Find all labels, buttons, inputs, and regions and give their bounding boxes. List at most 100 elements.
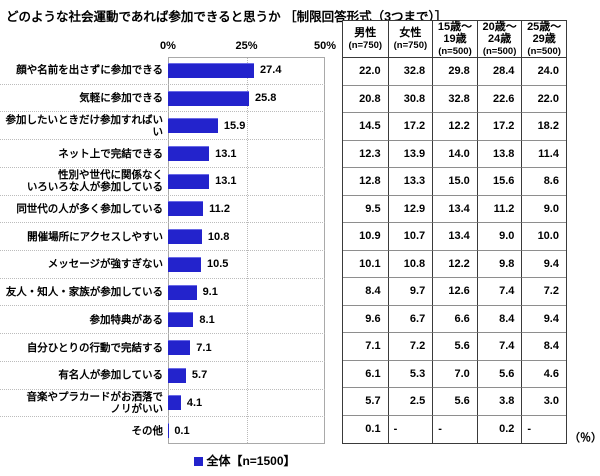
table-cell: 0.2 xyxy=(476,415,522,443)
page-title: どのような社会運動であれば参加できると思うか ［制限回答形式（3つまで）］ xyxy=(6,10,448,24)
bar-area: 5.7 xyxy=(168,362,325,389)
table-cell: 7.4 xyxy=(476,333,522,361)
table-cell: 7.1 xyxy=(343,333,388,361)
category-label: 友人・知人・家族が参加している xyxy=(5,286,163,299)
bar-value-label: 4.1 xyxy=(186,396,203,409)
bar-area: 10.5 xyxy=(168,251,325,278)
table-cell: 8.6 xyxy=(521,168,566,196)
chart-row: 顔や名前を出さずに参加できる 27.4 xyxy=(0,57,325,85)
chart-row: メッセージが強すぎない 10.5 xyxy=(0,251,325,279)
table-cell: 5.6 xyxy=(432,388,477,416)
column-header-label: 男性 xyxy=(354,27,377,39)
table-cell: 12.9 xyxy=(387,195,433,223)
table-cell: 9.6 xyxy=(343,306,388,333)
table-cell: 11.2 xyxy=(476,195,522,223)
column-header-label: 20歳～ 24歳 xyxy=(482,21,517,45)
bar xyxy=(168,340,191,356)
bar-value-label: 13.1 xyxy=(215,147,237,160)
bar-area: 9.1 xyxy=(168,279,325,306)
column-header-n: (n=750) xyxy=(393,40,428,51)
table-cell: 12.2 xyxy=(432,113,477,141)
table-cell: 7.0 xyxy=(432,360,477,388)
table-cell: 6.1 xyxy=(343,361,388,388)
bar-area: 25.8 xyxy=(168,85,325,112)
bar-area: 13.1 xyxy=(168,168,325,195)
bar-area: 7.1 xyxy=(168,334,325,361)
bar-area: 8.1 xyxy=(168,306,325,333)
table-cell: 17.2 xyxy=(387,113,433,141)
table-cell: - xyxy=(387,415,433,443)
bar xyxy=(168,312,194,328)
bar xyxy=(168,256,201,272)
table-cell: 6.6 xyxy=(432,305,477,333)
table-cell: 9.0 xyxy=(521,195,566,223)
x-axis-tick: 0% xyxy=(160,40,176,52)
table-cell: 10.8 xyxy=(387,250,433,278)
category-label: 音楽やプラカードがお洒落で ノリがいい xyxy=(26,390,164,415)
legend-swatch-icon xyxy=(194,457,204,466)
category-label: ネット上で完結できる xyxy=(58,147,163,160)
table-cell: 10.7 xyxy=(387,223,433,251)
chart-row: 同世代の人が多く参加している 11.2 xyxy=(0,196,325,224)
table-column-header: 男性 (n=750) xyxy=(343,21,388,58)
table-column-header: 15歳～ 19歳 (n=500) xyxy=(432,21,477,58)
legend-label: 全体【n=1500】 xyxy=(206,454,296,468)
chart-row: 参加したいときだけ参加すればいい 15.9 xyxy=(0,112,325,141)
table-cell: 12.2 xyxy=(432,250,477,278)
breakdown-table: 男性 (n=750) 女性 (n=750) 15歳～ 19歳 (n=500) 20歳～ 24… xyxy=(342,20,567,444)
table-column-header: 25歳～ 29歳 (n=500) xyxy=(521,21,566,58)
table-cell: 30.8 xyxy=(387,85,433,113)
bar-value-label: 10.8 xyxy=(207,230,230,243)
table-cell: 12.8 xyxy=(343,168,388,196)
table-cell: 24.0 xyxy=(521,58,566,86)
table-cell: 3.8 xyxy=(476,388,522,416)
table-cell: 10.1 xyxy=(343,251,388,278)
bar-area: 27.4 xyxy=(168,57,325,84)
table-cell: 13.8 xyxy=(476,140,522,168)
table-cell: 7.2 xyxy=(521,278,566,306)
bar xyxy=(168,367,186,383)
table-cell: 20.8 xyxy=(343,86,388,113)
table-cell: 5.6 xyxy=(476,360,522,388)
column-header-n: (n=500) xyxy=(527,46,561,57)
column-header-n: (n=500) xyxy=(438,46,472,57)
chart-row: その他 0.1 xyxy=(0,417,325,444)
table-cell: 4.6 xyxy=(521,360,566,388)
bar xyxy=(168,284,197,300)
table-cell: 5.7 xyxy=(343,388,388,416)
table-cell: 22.0 xyxy=(343,58,388,86)
table-cell: 9.8 xyxy=(476,250,522,278)
table-cell: 14.0 xyxy=(432,140,477,168)
bar xyxy=(168,146,210,162)
bar-area: 11.2 xyxy=(168,196,325,223)
bar-area: 15.9 xyxy=(168,112,325,139)
bar xyxy=(168,201,204,217)
table-cell: 10.9 xyxy=(343,223,388,251)
chart-row: 有名人が参加している 5.7 xyxy=(0,362,325,390)
table-cell: 10.0 xyxy=(521,223,566,251)
bar xyxy=(168,173,210,189)
table-cell: 5.6 xyxy=(432,333,477,361)
category-label: メッセージが強すぎない xyxy=(47,258,163,271)
bar-value-label: 15.9 xyxy=(223,119,246,132)
column-header-label: 女性 xyxy=(399,27,422,39)
table-cell: 5.3 xyxy=(387,360,433,388)
table-cell: 7.2 xyxy=(387,333,433,361)
table-cell: 32.8 xyxy=(432,85,477,113)
chart-legend: 全体【n=1500】 xyxy=(150,452,340,469)
bar-area: 4.1 xyxy=(168,390,325,417)
category-label: 同世代の人が多く参加している xyxy=(16,202,163,215)
table-cell: 11.4 xyxy=(521,140,566,168)
bar xyxy=(168,118,218,134)
table-cell: 14.5 xyxy=(343,113,388,141)
table-unit-label: （％） xyxy=(569,432,600,444)
table-cell: 17.2 xyxy=(476,113,522,141)
category-label: 開催場所にアクセスしやすい xyxy=(27,230,163,243)
chart-row: 開催場所にアクセスしやすい 10.8 xyxy=(0,223,325,252)
table-cell: 2.5 xyxy=(387,388,433,416)
bar-value-label: 5.7 xyxy=(191,369,208,382)
table-cell: 13.4 xyxy=(432,195,477,223)
bar-area: 10.8 xyxy=(168,223,325,250)
category-label: その他 xyxy=(131,424,164,437)
